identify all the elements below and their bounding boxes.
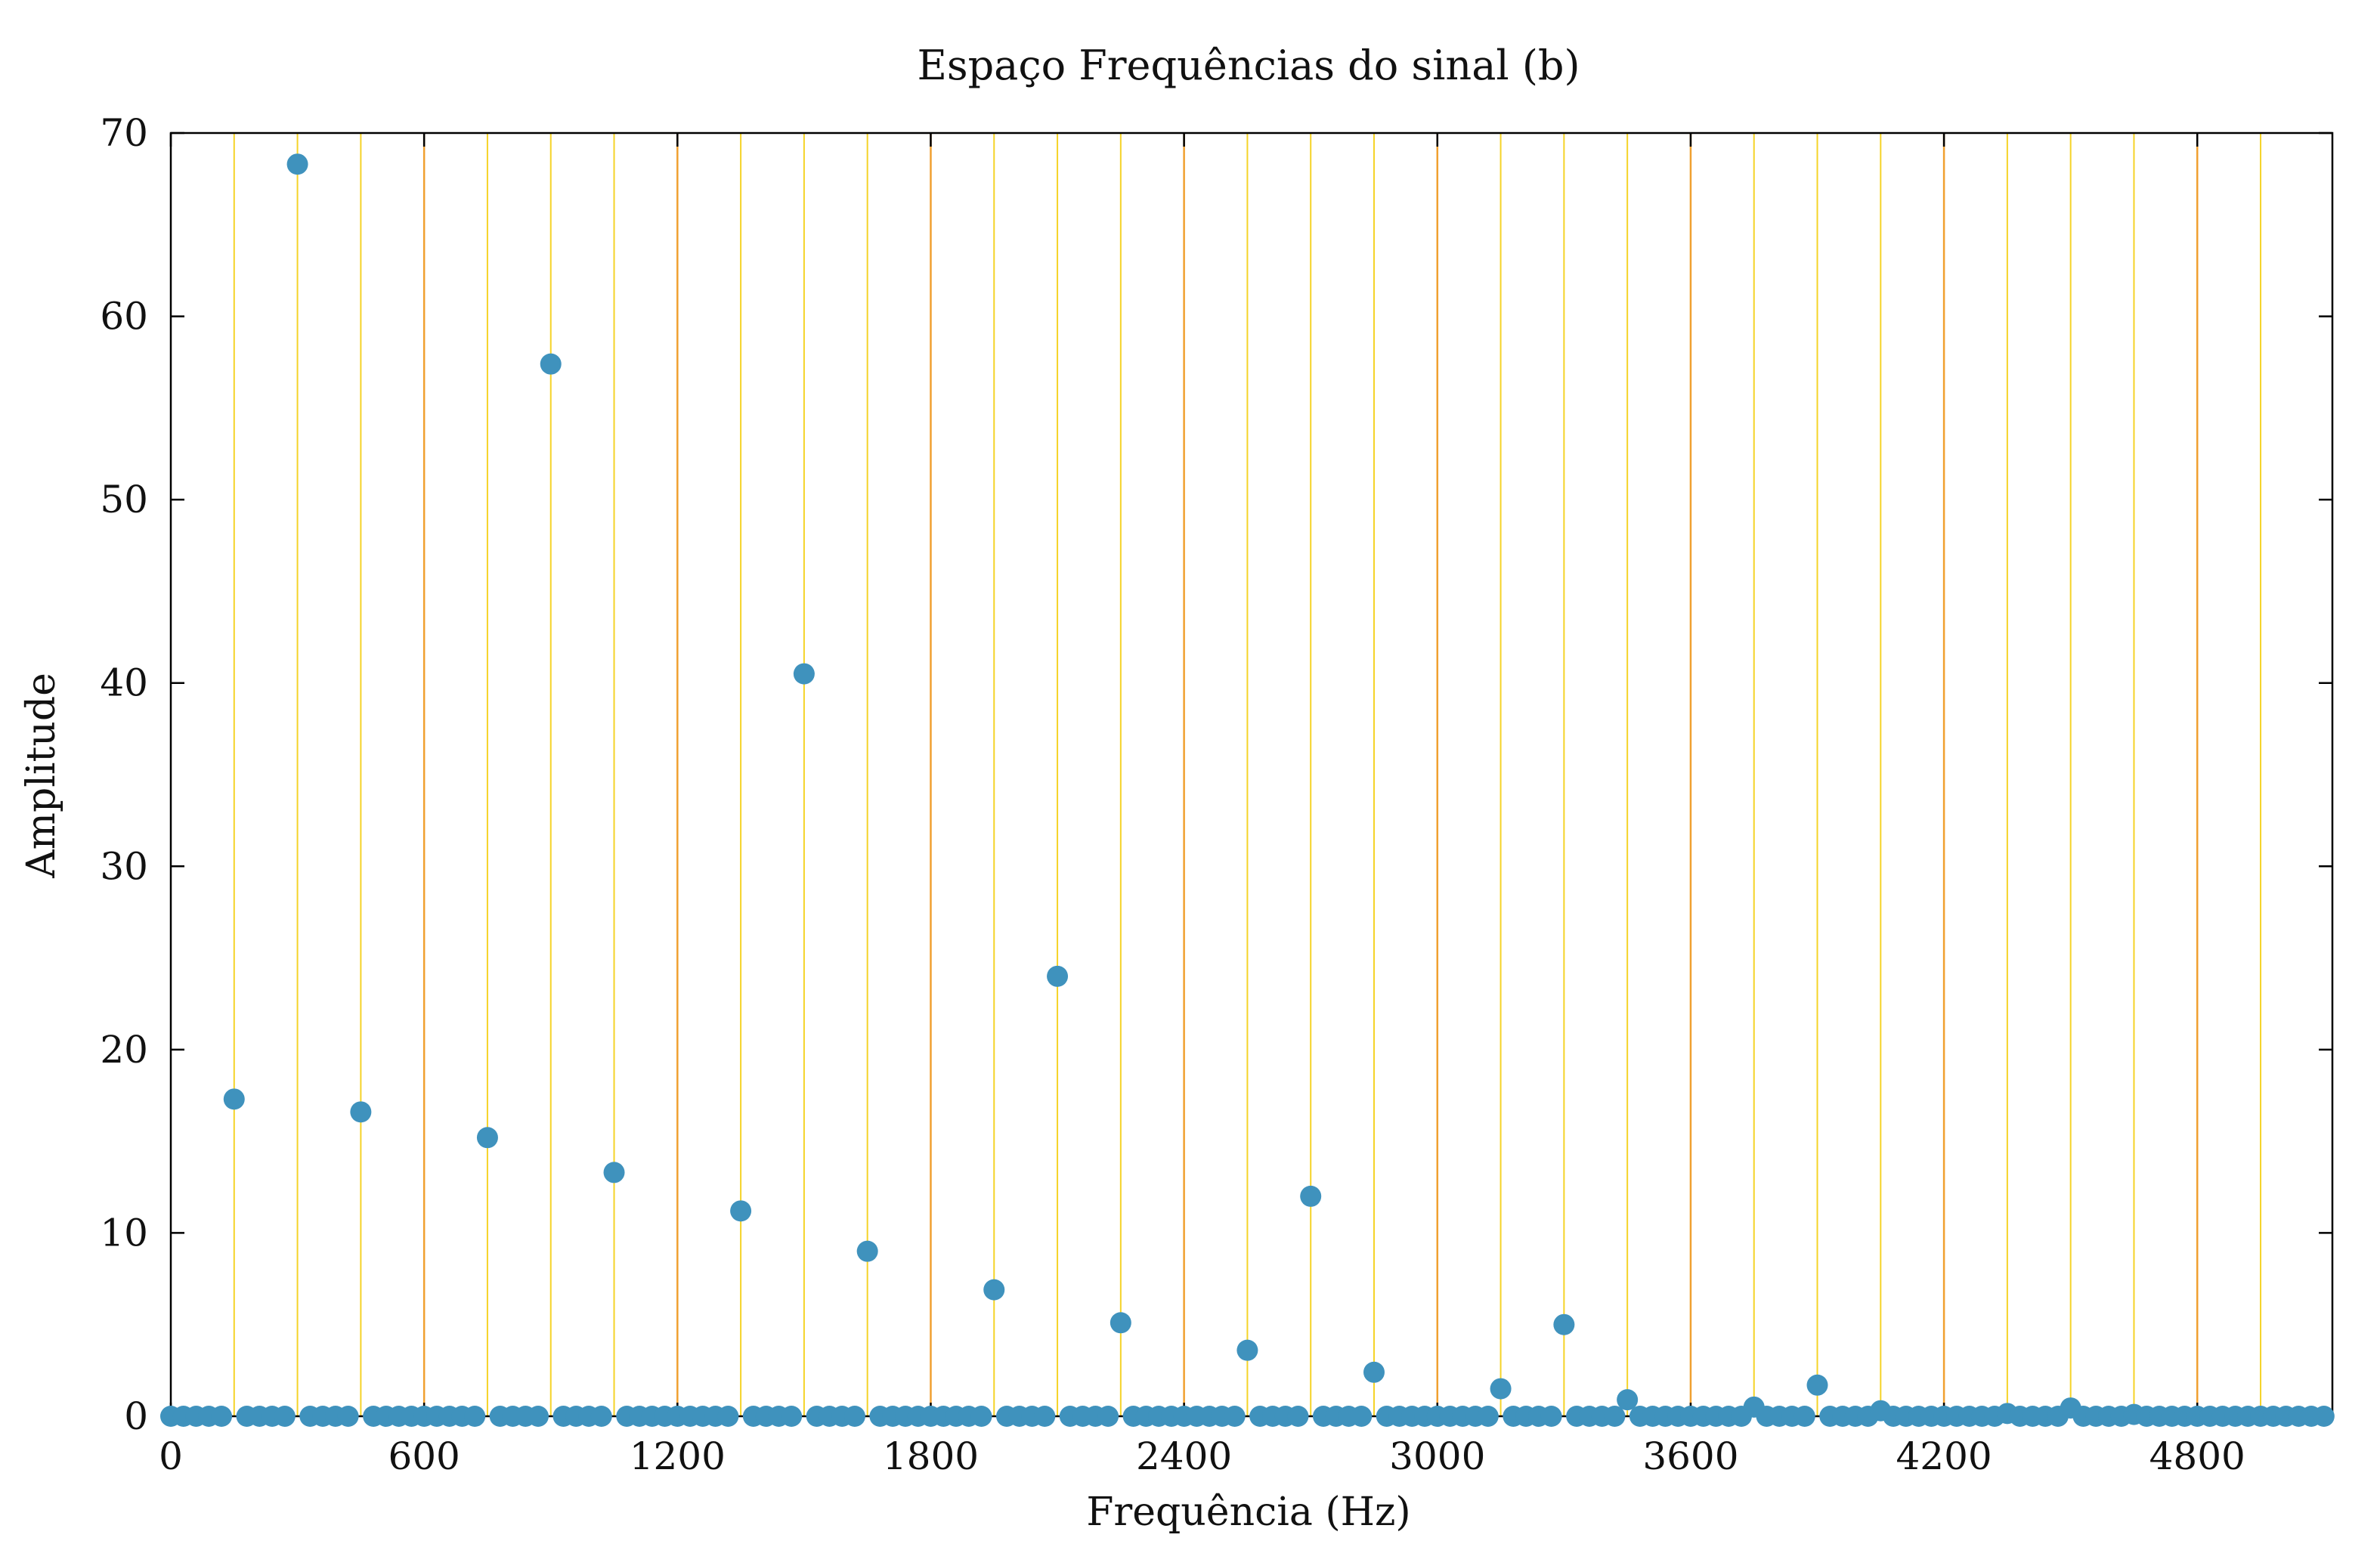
data-point [1236, 1339, 1258, 1361]
data-point [1300, 1185, 1322, 1207]
data-point [286, 153, 308, 175]
data-point [1287, 1406, 1309, 1427]
y-tick-label: 50 [100, 478, 148, 521]
data-point [730, 1200, 752, 1222]
x-tick-label: 0 [159, 1434, 183, 1478]
data-point [590, 1406, 612, 1427]
data-point [717, 1406, 739, 1427]
data-point [1540, 1406, 1562, 1427]
y-tick-label: 70 [100, 111, 148, 155]
x-tick-label: 600 [388, 1434, 460, 1478]
y-tick-label: 40 [100, 661, 148, 705]
data-point [1363, 1361, 1385, 1383]
data-point [1806, 1374, 1828, 1396]
data-point [856, 1240, 878, 1262]
data-point [1617, 1389, 1639, 1411]
data-point [350, 1101, 372, 1123]
data-point [476, 1127, 498, 1149]
x-tick-label: 1200 [630, 1434, 726, 1478]
data-point [603, 1162, 625, 1183]
data-point [2313, 1406, 2335, 1427]
data-point [1351, 1406, 1373, 1427]
y-tick-label: 30 [100, 844, 148, 888]
data-point [464, 1406, 486, 1427]
data-point [540, 353, 562, 375]
data-point [983, 1279, 1005, 1301]
y-tick-label: 10 [100, 1211, 148, 1255]
data-point [1604, 1406, 1626, 1427]
data-point [1034, 1406, 1056, 1427]
data-point [843, 1406, 865, 1427]
x-tick-label: 3600 [1642, 1434, 1738, 1478]
data-point [793, 663, 815, 685]
data-point [1110, 1312, 1131, 1334]
x-tick-label: 4200 [1896, 1434, 1992, 1478]
x-axis-label: Frequência (Hz) [1086, 1490, 1410, 1535]
data-point [1794, 1406, 1815, 1427]
y-tick-label: 0 [124, 1394, 148, 1438]
tick-labels: 0 10 20 30 40 50 60 70 0 600 1200 1800 2400 3000 3600 4… [100, 111, 2245, 1478]
data-point [781, 1406, 803, 1427]
data-point [1047, 965, 1069, 987]
chart-title: Espaço Frequências do sinal (b) [917, 42, 1580, 89]
data-point [970, 1406, 992, 1427]
y-tick-label: 20 [100, 1028, 148, 1072]
data-point [1097, 1406, 1119, 1427]
x-tick-label: 3000 [1389, 1434, 1485, 1478]
y-tick-label: 60 [100, 295, 148, 339]
data-point [1477, 1406, 1499, 1427]
data-point [1553, 1313, 1575, 1335]
x-tick-label: 1800 [883, 1434, 979, 1478]
data-point [1224, 1406, 1246, 1427]
data-point [223, 1088, 245, 1110]
data-point [337, 1406, 359, 1427]
x-tick-label: 2400 [1136, 1434, 1232, 1478]
data-point [527, 1406, 549, 1427]
data-point [211, 1406, 233, 1427]
y-axis-label: Amplitude [19, 673, 64, 879]
x-tick-label: 4800 [2149, 1434, 2245, 1478]
data-point [274, 1406, 296, 1427]
data-points [160, 153, 2335, 1427]
data-point [1490, 1378, 1512, 1400]
